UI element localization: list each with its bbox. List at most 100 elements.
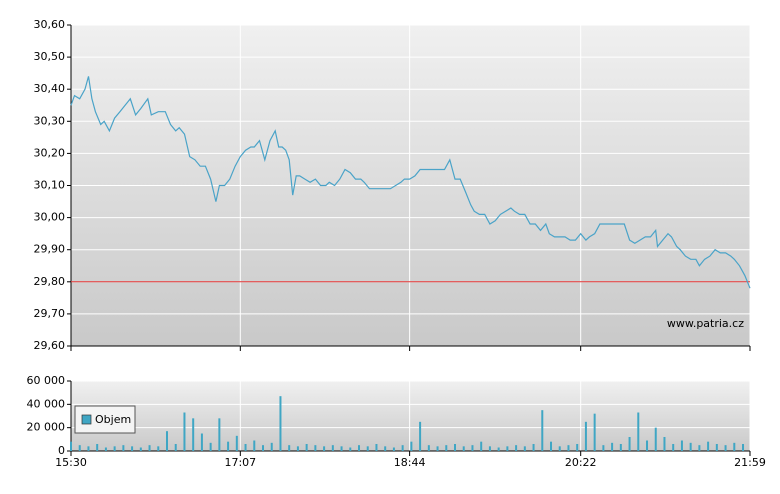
legend-label: Objem bbox=[95, 413, 131, 426]
volume-bar bbox=[384, 446, 387, 451]
y-tick-label: 30,10 bbox=[34, 179, 66, 192]
volume-bar bbox=[532, 444, 535, 451]
volume-bar bbox=[323, 446, 326, 451]
volume-bar bbox=[611, 442, 614, 451]
volume-bar bbox=[471, 445, 474, 451]
volume-bar bbox=[314, 445, 317, 451]
volume-bar bbox=[227, 441, 230, 451]
volume-bar bbox=[733, 442, 736, 451]
volume-bar bbox=[419, 421, 422, 451]
volume-bar bbox=[183, 412, 186, 451]
volume-bar bbox=[401, 445, 404, 451]
volume-bar bbox=[200, 433, 203, 451]
volume-bar bbox=[550, 441, 553, 451]
volume-panel bbox=[71, 381, 750, 451]
volume-bar bbox=[253, 440, 256, 451]
y-tick-label: 60 000 bbox=[27, 374, 66, 387]
x-tick-label: 20:22 bbox=[565, 456, 597, 469]
y-tick-label: 30,20 bbox=[34, 146, 66, 159]
volume-bar bbox=[436, 446, 439, 451]
y-tick-label: 29,60 bbox=[34, 339, 66, 352]
volume-bar bbox=[707, 441, 710, 451]
volume-bar bbox=[166, 431, 169, 451]
volume-bar bbox=[375, 444, 378, 451]
x-tick-label: 18:44 bbox=[394, 456, 426, 469]
volume-bar bbox=[262, 445, 265, 451]
y-tick-label: 40 000 bbox=[27, 397, 66, 410]
volume-bar bbox=[96, 444, 99, 451]
volume-bar bbox=[218, 418, 221, 451]
x-tick-label: 17:07 bbox=[224, 456, 256, 469]
volume-bar bbox=[349, 447, 352, 451]
volume-bar bbox=[296, 446, 299, 451]
volume-bar bbox=[689, 442, 692, 451]
volume-bar bbox=[366, 446, 369, 451]
volume-bar bbox=[87, 446, 90, 451]
volume-bar bbox=[637, 412, 640, 451]
volume-bar bbox=[742, 444, 745, 451]
volume-bar bbox=[462, 446, 465, 451]
volume-bar bbox=[523, 446, 526, 451]
volume-bar bbox=[174, 444, 177, 451]
volume-bar bbox=[279, 396, 282, 451]
volume-bar bbox=[454, 444, 457, 451]
x-tick-label: 21:59 bbox=[734, 456, 766, 469]
volume-bar bbox=[488, 446, 491, 451]
volume-bar bbox=[576, 444, 579, 451]
volume-bar bbox=[619, 444, 622, 451]
volume-bar bbox=[724, 445, 727, 451]
volume-bar bbox=[427, 445, 430, 451]
volume-bar bbox=[157, 446, 160, 451]
y-tick-label: 0 bbox=[58, 444, 65, 457]
volume-bar bbox=[663, 437, 666, 451]
volume-bar bbox=[410, 441, 413, 451]
y-tick-label: 30,40 bbox=[34, 82, 66, 95]
legend-swatch bbox=[81, 414, 92, 425]
y-tick-label: 30,60 bbox=[34, 18, 66, 31]
volume-bar bbox=[715, 444, 718, 451]
volume-bar bbox=[506, 446, 509, 451]
watermark: www.patria.cz bbox=[667, 317, 744, 330]
y-tick-label: 20 000 bbox=[27, 421, 66, 434]
x-tick-label: 15:30 bbox=[55, 456, 87, 469]
y-tick-label: 30,00 bbox=[34, 211, 66, 224]
volume-bar bbox=[104, 447, 107, 451]
volume-bar bbox=[244, 444, 247, 451]
y-tick-label: 29,90 bbox=[34, 243, 66, 256]
volume-bar bbox=[113, 446, 116, 451]
y-tick-label: 29,70 bbox=[34, 307, 66, 320]
volume-bar bbox=[680, 440, 683, 451]
y-tick-label: 30,30 bbox=[34, 114, 66, 127]
volume-bar bbox=[70, 441, 72, 451]
volume-bar bbox=[78, 445, 81, 451]
volume-bar bbox=[515, 445, 518, 451]
volume-bar bbox=[558, 446, 561, 451]
volume-bar bbox=[392, 447, 395, 451]
volume-bar bbox=[567, 445, 570, 451]
volume-bar bbox=[672, 444, 675, 451]
y-tick-label: 30,50 bbox=[34, 50, 66, 63]
volume-bar bbox=[270, 442, 273, 451]
volume-bar bbox=[646, 440, 649, 451]
volume-bar bbox=[497, 447, 500, 451]
volume-bar bbox=[305, 444, 308, 451]
volume-bar bbox=[602, 445, 605, 451]
volume-bar bbox=[698, 445, 701, 451]
volume-bar bbox=[131, 446, 134, 451]
volume-bar bbox=[209, 442, 212, 451]
volume-bar bbox=[122, 445, 125, 451]
volume-bar bbox=[445, 445, 448, 451]
volume-bar bbox=[235, 435, 238, 451]
volume-bar bbox=[628, 437, 631, 451]
volume-bar bbox=[192, 418, 195, 451]
y-tick-label: 29,80 bbox=[34, 275, 66, 288]
volume-bar bbox=[340, 446, 343, 451]
volume-bar bbox=[148, 445, 151, 451]
volume-bar bbox=[139, 447, 142, 451]
volume-bar bbox=[288, 445, 291, 451]
volume-bar bbox=[541, 410, 544, 451]
volume-bar bbox=[480, 441, 483, 451]
volume-bar bbox=[584, 421, 587, 451]
volume-bar bbox=[358, 445, 361, 451]
